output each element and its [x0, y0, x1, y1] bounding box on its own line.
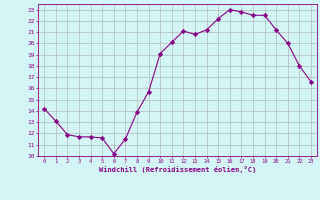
X-axis label: Windchill (Refroidissement éolien,°C): Windchill (Refroidissement éolien,°C) — [99, 166, 256, 173]
